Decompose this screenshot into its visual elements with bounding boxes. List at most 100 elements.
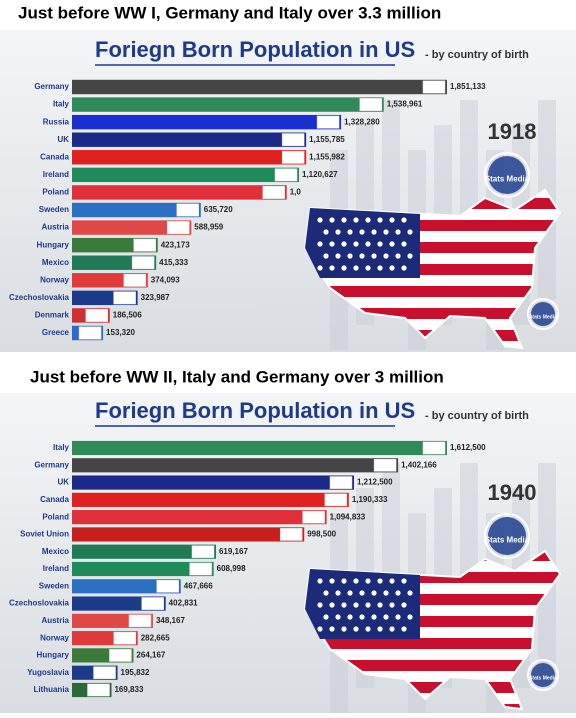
star [407, 229, 413, 235]
star [377, 578, 383, 584]
value-label: 402,831 [169, 599, 198, 608]
star [341, 217, 347, 223]
star [365, 602, 371, 608]
star [389, 265, 395, 271]
flag [156, 579, 180, 593]
star [371, 590, 377, 596]
category-label: Soviet Union [20, 530, 69, 539]
category-label: Austria [41, 223, 69, 232]
flag [167, 221, 190, 235]
category-label: Denmark [35, 311, 70, 320]
star [389, 217, 395, 223]
bar [72, 458, 399, 473]
subtitle: - by country of birth [425, 410, 529, 422]
category-label: Germany [34, 82, 69, 91]
flag [131, 256, 155, 270]
value-label: 1,155,982 [309, 152, 345, 161]
value-label: 282,665 [141, 633, 170, 642]
star [395, 229, 401, 235]
value-label: 635,720 [204, 205, 233, 214]
value-label: 264,167 [136, 651, 165, 660]
bar [72, 220, 192, 235]
star [389, 626, 395, 632]
value-label: 423,173 [161, 240, 190, 249]
category-label: Russia [43, 117, 70, 126]
value-label: 608,998 [217, 564, 246, 573]
bar [72, 475, 354, 490]
star [323, 253, 329, 259]
logo-text: Stats Media [485, 175, 530, 184]
logo-bg [531, 663, 555, 687]
value-label: 1,538,961 [387, 100, 423, 109]
star [317, 602, 323, 608]
flag [109, 649, 132, 662]
bar [72, 150, 307, 165]
star [329, 602, 335, 608]
flag [123, 273, 147, 287]
year: 1918 [488, 119, 537, 144]
star [317, 241, 323, 247]
star [335, 229, 341, 235]
star [407, 253, 413, 259]
value-label: 619,167 [219, 547, 248, 556]
flag [85, 308, 109, 322]
value-label: 1,212,500 [357, 478, 393, 487]
flag [422, 80, 446, 94]
year: 1940 [488, 480, 537, 505]
star [365, 578, 371, 584]
flag [281, 150, 305, 164]
category-label: Sweden [39, 205, 69, 214]
category-label: Ireland [43, 170, 69, 179]
star [371, 253, 377, 259]
category-label: Poland [42, 188, 69, 197]
star [383, 229, 389, 235]
value-label: 323,987 [141, 293, 170, 302]
category-label: UK [57, 135, 69, 144]
value-label: 588,959 [194, 223, 223, 232]
value-label: 415,333 [159, 258, 188, 267]
star [353, 578, 359, 584]
category-label: Yugoslavia [27, 668, 69, 677]
category-label: Poland [42, 512, 69, 521]
star [317, 626, 323, 632]
star [383, 590, 389, 596]
us-map-canton [305, 569, 420, 639]
flag [324, 493, 348, 507]
flag [133, 238, 156, 252]
chart-title: Foriegn Born Population in US [95, 37, 415, 62]
star [395, 614, 401, 620]
star [383, 253, 389, 259]
category-label: Italy [53, 100, 70, 109]
star [407, 614, 413, 620]
star [377, 217, 383, 223]
star [329, 626, 335, 632]
logo-bg [488, 517, 526, 555]
logo-text: Stats Media [485, 536, 530, 545]
flag [359, 98, 383, 112]
star [353, 217, 359, 223]
value-label: 1,190,333 [352, 495, 388, 504]
value-label: 467,666 [184, 581, 213, 590]
value-label: 1,0 [290, 188, 302, 197]
star [401, 602, 407, 608]
logo-ring [527, 298, 559, 330]
star [389, 578, 395, 584]
value-label: 186,506 [113, 311, 142, 320]
star [347, 590, 353, 596]
bar [72, 132, 307, 147]
star [347, 253, 353, 259]
star [377, 241, 383, 247]
bar [72, 97, 384, 112]
value-label: 169,833 [114, 685, 143, 694]
heading: Just before WW I, Germany and Italy over… [18, 3, 441, 22]
category-label: Czechoslovakia [9, 293, 70, 302]
chart: Just before WW I, Germany and Italy over… [0, 3, 576, 352]
star [383, 614, 389, 620]
flag [176, 203, 200, 217]
bar [72, 79, 447, 95]
logo-text: Stats Media [529, 314, 557, 320]
flag [87, 683, 110, 697]
flag [274, 168, 298, 182]
star [353, 602, 359, 608]
category-label: Canada [40, 495, 69, 504]
